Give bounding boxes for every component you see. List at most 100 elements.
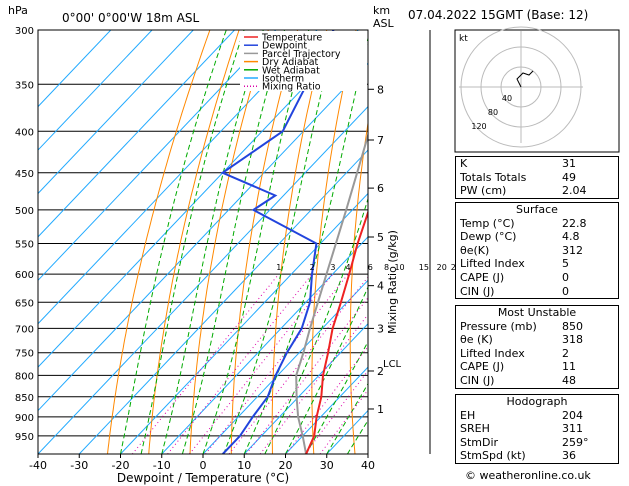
x-tick-label: -10	[153, 459, 171, 472]
row-value: 22.8	[562, 216, 587, 230]
surface-table: Surface Temp (°C) 22.8 Dewp (°C) 4.8 θe(K) 31…	[455, 202, 619, 300]
km-label: km	[373, 4, 390, 17]
isotherm	[38, 30, 359, 368]
row-value: 0	[562, 270, 569, 284]
row-key: CAPE (J)	[460, 270, 505, 284]
lcl-label: LCL	[383, 359, 402, 370]
x-tick-label: 20	[279, 459, 293, 472]
isotherm	[38, 30, 277, 282]
row-value: 311	[562, 422, 583, 436]
mixing-ratio-label: 8	[384, 263, 389, 272]
row-value: 11	[562, 360, 576, 374]
km-tick-label: 2	[377, 365, 384, 378]
pressure-tick-label: 350	[15, 80, 34, 91]
table-row: Lifted Index 5	[456, 257, 618, 271]
row-key: θe(K)	[460, 243, 490, 257]
copyright: © weatheronline.co.uk	[465, 469, 591, 482]
table-row: CAPE (J) 0	[456, 271, 618, 285]
row-value: 5	[562, 257, 569, 271]
plot-frame	[37, 29, 369, 455]
legend-label: Dewpoint	[262, 41, 307, 52]
x-tick-label: 0	[200, 459, 207, 472]
legend-label: Mixing Ratio	[262, 82, 321, 93]
x-tick-label: 10	[237, 459, 251, 472]
mixing-ratio-label: 4	[346, 263, 351, 272]
parcel-line	[295, 132, 368, 454]
wet-adiabat	[202, 30, 310, 454]
hodograph-rows: EH 204 SREH 311 StmDir 259° StmSpd (kt) 36	[456, 409, 618, 463]
pressure-tick-label: 550	[15, 239, 34, 250]
row-key: StmSpd (kt)	[460, 449, 526, 463]
row-key: Dewp (°C)	[460, 230, 517, 244]
row-value: 31	[562, 157, 576, 170]
table-row: θe (K) 318	[456, 333, 618, 347]
table-row: θe(K) 312	[456, 244, 618, 258]
legend-label: Wet Adiabat	[262, 65, 320, 76]
dry-adiabat	[619, 18, 629, 454]
row-key: CIN (J)	[460, 373, 495, 387]
asl-label: ASL	[373, 17, 395, 30]
pressure-tick-label: 450	[15, 169, 34, 180]
table-row: Dewp (°C) 4.8	[456, 230, 618, 244]
row-value: 48	[562, 373, 576, 387]
mixing-ratio-label: 1	[276, 263, 281, 272]
background-lines	[38, 18, 629, 454]
legend-label: Dry Adiabat	[262, 57, 319, 68]
x-tick-label: 30	[320, 459, 334, 472]
mixing-ratio-label: 10	[394, 263, 404, 272]
wet-adiabat	[326, 382, 368, 454]
profiles	[220, 30, 368, 454]
table-row: CAPE (J) 11	[456, 360, 618, 374]
legend-label: Temperature	[261, 33, 322, 44]
isotherm	[38, 105, 368, 454]
wet-adiabat	[264, 196, 368, 454]
legend-box	[240, 31, 367, 91]
dry-adiabat	[311, 30, 357, 454]
km-tick-label: 4	[377, 280, 384, 293]
x-tick-label: -30	[70, 459, 88, 472]
row-value: 259°	[562, 435, 589, 449]
table-row: EH 204	[456, 409, 618, 423]
mixing-ratio-label: 2	[310, 263, 315, 272]
axes: 3003504004505005506006507007508008509009…	[15, 26, 375, 472]
wet-adiabat	[120, 30, 227, 454]
wet-adiabat	[140, 30, 245, 454]
table-row: Temp (°C) 22.8	[456, 217, 618, 231]
surface-rows: Temp (°C) 22.8 Dewp (°C) 4.8 θe(K) 312 Lifted …	[456, 217, 618, 299]
most-unstable-table: Most Unstable Pressure (mb) 850 θe (K) 318 L…	[455, 305, 619, 389]
row-value: 850	[562, 319, 583, 333]
most-unstable-title: Most Unstable	[497, 306, 577, 319]
hpa-label: hPa	[8, 4, 28, 17]
hodograph-trace	[516, 70, 534, 88]
mixing-ratio-line	[205, 273, 349, 454]
hodograph-ring-label: 80	[488, 108, 498, 117]
row-value: 49	[562, 170, 576, 184]
km-tick-label: 5	[377, 231, 384, 244]
table-row: K 31	[456, 157, 618, 171]
km-tick-label: 8	[377, 83, 384, 96]
table-row: StmDir 259°	[456, 436, 618, 450]
row-value: 4.8	[562, 230, 580, 244]
temperature-line	[305, 209, 368, 454]
date-label: 07.04.2022 15GMT (Base: 12)	[408, 8, 589, 22]
dewpoint-line	[220, 30, 335, 454]
isotherm	[202, 279, 368, 454]
indices-rows: K 31 Totals Totals 49 PW (cm) 2.04	[456, 157, 618, 198]
pressure-tick-label: 500	[15, 206, 34, 217]
mixing-ratio-line	[131, 273, 280, 454]
hodograph-title: Hodograph	[506, 395, 568, 408]
isotherm	[120, 192, 368, 454]
isotherm	[285, 366, 368, 454]
row-value: 36	[562, 449, 576, 463]
pressure-tick-label: 900	[15, 413, 34, 424]
x-tick-label: 40	[361, 459, 375, 472]
mixing-ratio-label: 20	[437, 263, 447, 272]
km-tick-label: 3	[377, 322, 384, 335]
table-row: Pressure (mb) 850	[456, 320, 618, 334]
km-tick-label: 7	[377, 134, 384, 147]
legend-label: Parcel Trajectory	[262, 49, 341, 60]
km-tick-label: 1	[377, 403, 384, 416]
row-key: PW (cm)	[460, 184, 507, 198]
dry-adiabat	[349, 119, 368, 454]
